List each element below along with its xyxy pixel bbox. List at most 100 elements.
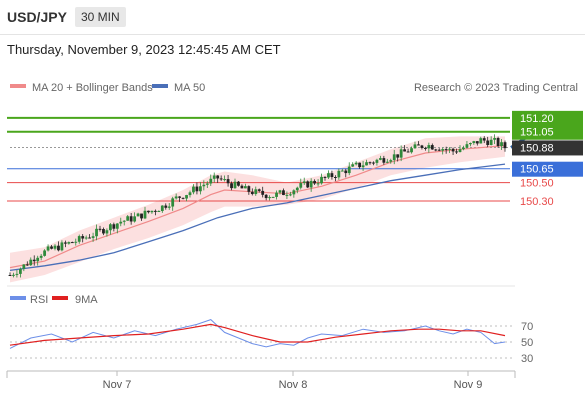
candle-body xyxy=(302,181,306,184)
candle-body xyxy=(462,147,465,150)
candle-body xyxy=(344,170,348,174)
candle-body xyxy=(399,149,403,158)
candle-body xyxy=(81,236,85,239)
candle-body xyxy=(212,175,216,179)
level-label-150.30: 150.30 xyxy=(520,196,554,208)
candle-body xyxy=(406,151,410,153)
research-credit: Research © 2023 Trading Central xyxy=(414,82,578,94)
candle-body xyxy=(29,259,33,266)
candle-body xyxy=(448,148,452,150)
candle-body xyxy=(385,161,389,163)
rsi-ma9-line xyxy=(9,323,506,346)
candle-body xyxy=(299,183,303,188)
rsi-tick-70: 70 xyxy=(521,321,533,333)
candle-body xyxy=(500,142,503,147)
ma50-line xyxy=(9,163,506,272)
candle-body xyxy=(475,141,479,144)
level-tag-150.88 xyxy=(512,140,583,156)
symbol-title: USD/JPY xyxy=(7,9,67,25)
candle-body xyxy=(313,180,317,184)
level-tag-151.05 xyxy=(512,124,583,140)
candle-body xyxy=(122,220,126,222)
candle-body xyxy=(70,242,74,244)
candle-body xyxy=(285,194,289,196)
candle-body xyxy=(292,190,296,195)
candle-body xyxy=(365,162,368,166)
candle-body xyxy=(143,210,147,219)
candle-body xyxy=(247,186,251,192)
candle-body xyxy=(282,190,285,196)
level-label-150.50: 150.50 xyxy=(520,178,554,190)
candle-body xyxy=(115,223,119,229)
candle-body xyxy=(185,195,188,199)
candle-body xyxy=(268,197,272,199)
candle-body xyxy=(46,246,50,251)
candle-body xyxy=(358,162,362,168)
candle-body xyxy=(25,264,29,266)
candle-body xyxy=(368,162,372,164)
candle-body xyxy=(198,186,202,192)
candle-body xyxy=(126,216,130,221)
candle-body xyxy=(188,192,192,196)
candle-body xyxy=(486,140,490,145)
candle-body xyxy=(323,176,327,178)
candle-body xyxy=(240,185,244,189)
candle-body xyxy=(178,196,182,198)
candle-body xyxy=(230,183,233,189)
ma50-legend-swatch xyxy=(152,84,168,88)
candle-body xyxy=(250,191,254,195)
ma20-legend-swatch xyxy=(10,84,26,88)
level-label-151.20: 151.20 xyxy=(520,113,554,125)
candle-body xyxy=(140,213,143,219)
top-bar: USD/JPY 30 MIN xyxy=(0,0,585,35)
candle-body xyxy=(489,139,493,145)
candle-body xyxy=(15,273,19,275)
candle-body xyxy=(472,141,476,144)
candle-body xyxy=(226,179,230,184)
candle-body xyxy=(95,228,98,237)
candle-body xyxy=(119,221,123,224)
candle-body xyxy=(254,189,258,195)
candle-body xyxy=(372,162,375,164)
candle-body xyxy=(50,246,53,249)
ma9-legend-label: 9MA xyxy=(75,294,98,306)
x-tick-label: Nov 9 xyxy=(454,379,483,391)
candle-body xyxy=(316,183,320,185)
candle-body xyxy=(375,159,379,163)
candle-body xyxy=(174,196,178,199)
candle-body xyxy=(160,205,164,212)
rsi-legend-label: RSI xyxy=(30,294,48,306)
candle-body xyxy=(430,145,434,150)
candle-body xyxy=(354,162,358,165)
candle-body xyxy=(503,142,507,149)
candle-body xyxy=(271,196,275,198)
candle-body xyxy=(347,166,351,174)
candle-body xyxy=(171,198,175,207)
candle-body xyxy=(278,190,282,193)
candle-body xyxy=(67,242,71,244)
candle-body xyxy=(153,210,157,212)
candle-body xyxy=(330,173,334,178)
candle-body xyxy=(74,241,78,243)
candle-body xyxy=(261,190,265,195)
candle-body xyxy=(337,170,341,178)
candle-body xyxy=(98,228,102,230)
candle-body xyxy=(482,138,486,141)
candle-body xyxy=(451,148,455,152)
timeframe-badge[interactable]: 30 MIN xyxy=(75,7,126,27)
candle-body xyxy=(295,187,299,191)
candle-body xyxy=(333,177,337,179)
candle-body xyxy=(181,197,185,199)
candle-body xyxy=(420,145,424,148)
candle-body xyxy=(157,211,161,213)
candle-body xyxy=(468,143,472,145)
candle-body xyxy=(164,205,168,208)
candle-body xyxy=(493,138,497,140)
candle-body xyxy=(60,242,64,251)
candle-body xyxy=(465,144,469,148)
candle-body xyxy=(243,186,247,189)
rsi-line xyxy=(9,319,506,349)
candle-body xyxy=(32,259,36,262)
